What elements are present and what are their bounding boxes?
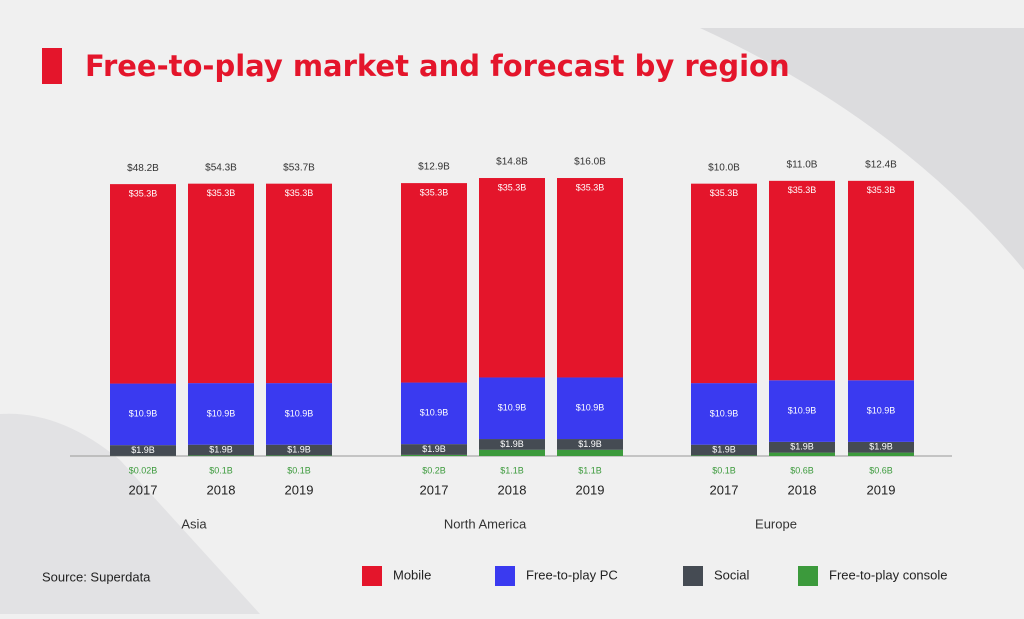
bar-segment <box>401 455 467 456</box>
value-label: $0.1B <box>209 465 233 475</box>
legend-swatch <box>683 566 703 586</box>
bar-segment <box>691 184 757 383</box>
value-label: $35.3B <box>867 185 896 195</box>
value-label: $35.3B <box>788 185 817 195</box>
value-label: $35.3B <box>420 187 449 197</box>
bar-segment <box>769 453 835 456</box>
bar-segment <box>848 181 914 380</box>
bar-segment <box>691 455 757 456</box>
bar-segment <box>848 453 914 456</box>
x-tick-label: 2019 <box>867 482 896 497</box>
value-label: $1.9B <box>578 439 602 449</box>
legend-swatch <box>362 566 382 586</box>
value-label: $35.3B <box>576 182 605 192</box>
value-label: $10.9B <box>129 409 158 419</box>
value-label: $1.9B <box>712 444 736 454</box>
legend-swatch <box>798 566 818 586</box>
value-label: $35.3B <box>207 188 236 198</box>
x-tick-label: 2019 <box>576 482 605 497</box>
value-label: $1.9B <box>287 444 311 454</box>
legend-label: Mobile <box>393 567 431 582</box>
value-label: $0.6B <box>869 465 893 475</box>
total-label: $14.8B <box>496 157 528 168</box>
bar-segment <box>479 178 545 377</box>
value-label: $35.3B <box>129 188 158 198</box>
bar-segment <box>479 450 545 456</box>
bar-segment <box>188 184 254 383</box>
legend-label: Social <box>714 567 750 582</box>
value-label: $0.02B <box>129 465 158 475</box>
x-tick-label: 2018 <box>207 482 236 497</box>
value-label: $10.9B <box>285 408 314 418</box>
total-label: $53.7B <box>283 162 315 173</box>
total-label: $48.2B <box>127 163 159 174</box>
bar-segment <box>188 455 254 456</box>
legend-swatch <box>495 566 515 586</box>
source: Source: Superdata <box>42 569 151 584</box>
value-label: $1.9B <box>422 444 446 454</box>
value-label: $35.3B <box>285 188 314 198</box>
value-label: $10.9B <box>867 405 896 415</box>
chart-title: Free-to-play market and forecast by regi… <box>85 49 790 83</box>
bar-segment <box>401 183 467 382</box>
total-label: $12.9B <box>418 162 450 173</box>
legend-label: Free-to-play PC <box>526 567 618 582</box>
x-tick-label: 2017 <box>710 482 739 497</box>
value-label: $1.9B <box>869 442 893 452</box>
x-tick-label: 2018 <box>498 482 527 497</box>
value-label: $10.9B <box>576 403 605 413</box>
bar-segment <box>769 181 835 380</box>
value-label: $10.9B <box>788 405 817 415</box>
total-label: $11.0B <box>787 159 818 170</box>
bar-segment <box>266 455 332 456</box>
value-label: $1.9B <box>131 445 155 455</box>
value-label: $10.9B <box>420 408 449 418</box>
value-label: $1.1B <box>578 465 602 475</box>
group-label: North America <box>444 516 527 531</box>
value-label: $0.1B <box>712 465 736 475</box>
x-tick-label: 2018 <box>788 482 817 497</box>
total-label: $10.0B <box>708 162 740 173</box>
value-label: $1.9B <box>500 439 524 449</box>
value-label: $0.2B <box>422 465 446 475</box>
bar-segment <box>266 184 332 383</box>
total-label: $54.3B <box>205 162 237 173</box>
value-label: $10.9B <box>207 408 236 418</box>
value-label: $1.9B <box>790 442 814 452</box>
value-label: $35.3B <box>710 188 739 198</box>
total-label: $16.0B <box>574 157 606 168</box>
bar-segment <box>110 184 176 383</box>
x-tick-label: 2017 <box>129 482 158 497</box>
value-label: $0.6B <box>790 465 814 475</box>
value-label: $10.9B <box>710 408 739 418</box>
value-label: $0.1B <box>287 465 311 475</box>
bar-segment <box>557 178 623 377</box>
title-marker <box>42 48 62 84</box>
total-label: $12.4B <box>865 159 897 170</box>
value-label: $10.9B <box>498 403 527 413</box>
x-tick-label: 2019 <box>285 482 314 497</box>
value-label: $35.3B <box>498 182 527 192</box>
legend-label: Free-to-play console <box>829 567 948 582</box>
value-label: $1.9B <box>209 444 233 454</box>
group-label: Asia <box>181 516 207 531</box>
value-label: $1.1B <box>500 465 524 475</box>
group-label: Europe <box>755 516 797 531</box>
x-tick-label: 2017 <box>420 482 449 497</box>
bar-segment <box>557 450 623 456</box>
